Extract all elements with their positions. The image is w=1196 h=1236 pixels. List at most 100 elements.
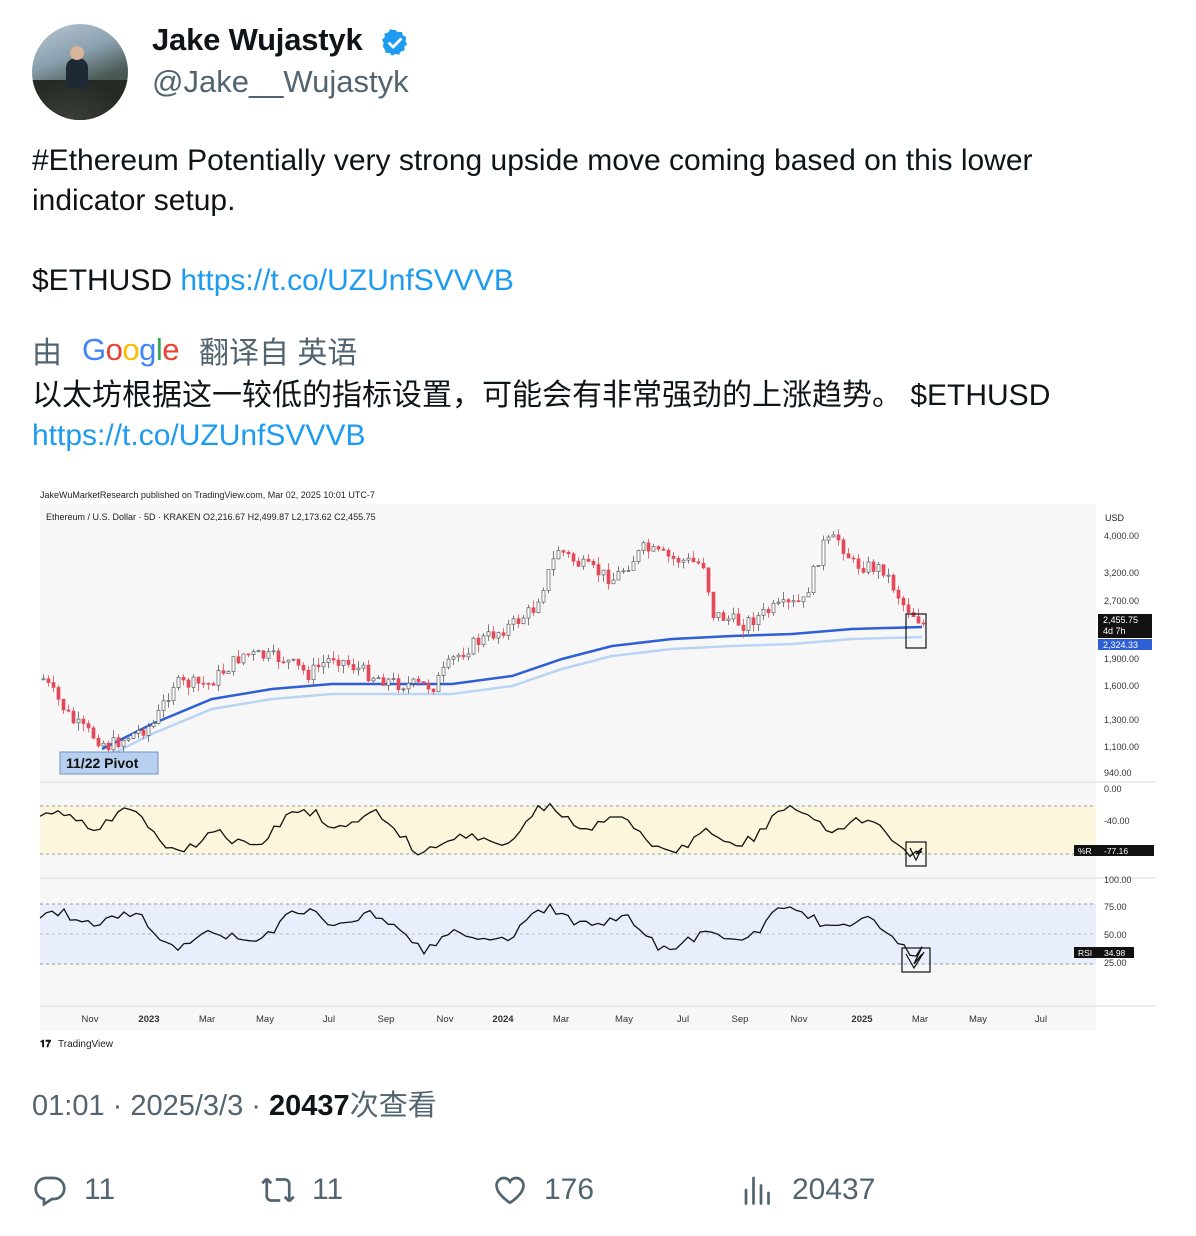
author-avatar[interactable] <box>32 24 128 120</box>
candle-body <box>701 562 706 569</box>
author-handle[interactable]: @Jake__Wujastyk <box>152 64 409 99</box>
moving-averages <box>101 625 923 761</box>
candle-body <box>101 742 106 747</box>
chart-header: JakeWuMarketResearch published on Tradin… <box>40 490 375 500</box>
candle-body <box>241 653 246 664</box>
candle-body <box>331 658 336 661</box>
candle-body <box>546 569 551 591</box>
candle-body <box>896 589 901 599</box>
candle-body <box>446 658 451 668</box>
candle-body <box>901 597 906 606</box>
candle-body <box>381 677 386 686</box>
candle-body <box>411 678 416 684</box>
candle-body <box>641 542 646 551</box>
candle-body <box>661 548 666 551</box>
time-label: Nov <box>437 1014 454 1025</box>
candle-body <box>51 682 56 688</box>
tweet-ticker[interactable]: $ETHUSD <box>32 264 173 297</box>
tweet-link[interactable]: https://t.co/UZUnfSVVVB <box>180 264 514 297</box>
time-axis: Nov 2023 Mar May Jul Sep Nov 2024 Mar May Jul Sep No… <box>82 1014 1048 1025</box>
candle-body <box>211 683 216 686</box>
author-name[interactable]: Jake Wujastyk <box>152 22 363 57</box>
candle-body <box>321 662 326 668</box>
tweet-ticker-line: $ETHUSD https://t.co/UZUnfSVVVB <box>32 261 514 301</box>
translation-by: 由 <box>32 337 62 370</box>
tweet-view-suffix: 次查看 <box>349 1090 437 1122</box>
candle-body <box>126 738 131 741</box>
tweet-actions: 11 11 176 20437 <box>0 1168 1196 1212</box>
candle-body <box>476 637 481 645</box>
tradingview-brand: TradingView <box>58 1039 114 1050</box>
candle-body <box>526 607 531 619</box>
candle-body <box>846 553 851 559</box>
candle-body <box>421 681 426 684</box>
retweet-button[interactable]: 11 <box>260 1168 343 1212</box>
tradingview-logo-icon: 𝟏𝟕 <box>40 1039 52 1050</box>
candle-body <box>406 683 411 690</box>
candle-body <box>731 613 736 620</box>
candlesticks <box>41 529 926 753</box>
candle-body <box>316 664 321 668</box>
candle-body <box>161 700 166 711</box>
translation-from: 翻译自 英语 <box>199 337 358 370</box>
like-button[interactable]: 176 <box>492 1168 594 1212</box>
candle-body <box>91 727 96 739</box>
google-letter: o <box>105 332 123 367</box>
candle-body <box>711 591 716 618</box>
candle-body <box>681 559 686 563</box>
candle-body <box>811 565 816 594</box>
price-tick: 1,600.00 <box>1104 681 1139 691</box>
views-button[interactable]: 20437 <box>740 1168 875 1212</box>
candle-body <box>771 602 776 614</box>
translated-link[interactable]: https://t.co/UZUnfSVVVB <box>32 419 366 452</box>
avatar-head-shape <box>70 46 84 60</box>
candle-body <box>606 569 611 585</box>
tweet-time[interactable]: 01:01 <box>32 1090 105 1122</box>
candle-body <box>761 609 766 616</box>
google-letter: e <box>162 332 180 367</box>
like-count: 176 <box>544 1173 595 1206</box>
tweet-meta: 01:01 · 2025/3/3 · 20437次查看 <box>32 1090 437 1122</box>
time-label: Sep <box>378 1014 395 1025</box>
google-letter: l <box>155 332 163 367</box>
candle-body <box>146 726 151 736</box>
price-tick: 1,900.00 <box>1104 654 1139 664</box>
candle-body <box>461 654 466 658</box>
highlight-box-price <box>905 613 927 649</box>
views-count: 20437 <box>792 1173 876 1206</box>
candle-body <box>166 700 171 702</box>
candle-body <box>816 565 821 567</box>
candle-body <box>396 678 401 691</box>
time-label: 2023 <box>138 1014 159 1025</box>
candle-body <box>191 676 196 688</box>
heart-icon <box>495 1176 525 1205</box>
ma-tag-box <box>1098 639 1152 650</box>
reply-button[interactable]: 11 <box>32 1168 115 1212</box>
tweet-text-line2: indicator setup. <box>32 184 236 217</box>
google-letter: g <box>139 332 156 367</box>
candle-body <box>141 729 146 736</box>
retweet-icon <box>261 1177 295 1203</box>
candle-body <box>61 698 66 711</box>
wr-value: -77.16 <box>1104 846 1128 856</box>
candle-body <box>536 601 541 613</box>
pivot-label-box <box>59 751 159 775</box>
wr-label: %R <box>1078 846 1092 856</box>
time-label: Jul <box>323 1014 335 1025</box>
tweet-chart-image[interactable]: JakeWuMarketResearch published on Tradin… <box>32 484 1164 1054</box>
candle-body <box>686 557 691 561</box>
candle-body <box>111 737 116 751</box>
candle-body <box>786 599 791 603</box>
candle-body <box>696 561 701 564</box>
candle-body <box>401 688 406 691</box>
rsi-tag-box <box>1074 947 1134 958</box>
candle-body <box>436 675 441 692</box>
reply-icon <box>34 1176 66 1207</box>
candle-body <box>96 737 101 747</box>
candle-body <box>256 650 261 653</box>
candle-body <box>131 732 136 739</box>
candle-body <box>301 664 306 671</box>
time-label: Jul <box>1035 1014 1047 1025</box>
candle-body <box>561 550 566 553</box>
tweet-date[interactable]: 2025/3/3 <box>130 1090 244 1122</box>
